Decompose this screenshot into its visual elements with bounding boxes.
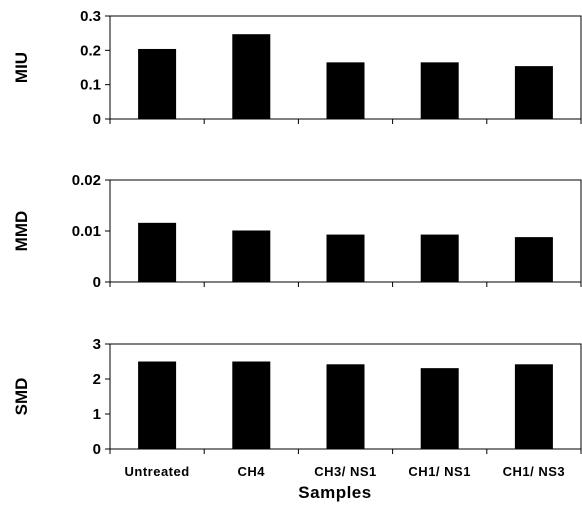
y-tick-label: 0 — [93, 274, 101, 291]
y-tick-label: 0.3 — [80, 8, 101, 25]
bar-miu-2 — [232, 34, 271, 119]
bar-mmd-4 — [420, 234, 459, 282]
y-tick-label: 0 — [93, 441, 101, 458]
y-axis-label: MMD — [12, 211, 31, 252]
bar-mmd-3 — [326, 234, 365, 282]
bar-mmd-1 — [138, 222, 177, 282]
bar-miu-5 — [514, 66, 553, 119]
chart-panel-mmd: 0 0.01 0.02 MMD — [12, 172, 582, 291]
y-tick-label: 3 — [93, 336, 101, 353]
x-tick-label: CH3/ NS1 — [314, 464, 377, 479]
chart-panel-miu: 0 0.1 0.2 0.3 MIU — [12, 8, 582, 128]
category-labels: Untreated CH4 CH3/ NS1 CH1/ NS1 CH1/ NS3 — [125, 464, 566, 479]
bar-smd-5 — [514, 364, 553, 449]
y-tick-label: 0.01 — [72, 223, 101, 240]
bar-smd-1 — [138, 361, 177, 449]
y-tick-label: 2 — [93, 371, 101, 388]
chart-panel-smd: 0 1 2 3 SMD — [12, 336, 582, 458]
y-tick-label: 0.1 — [80, 77, 101, 94]
y-tick-label: 0 — [93, 111, 101, 128]
y-axis-label: MIU — [12, 52, 31, 83]
bar-smd-3 — [326, 364, 365, 449]
x-axis-label: Samples — [298, 483, 371, 502]
bar-smd-2 — [232, 361, 271, 449]
x-tick-label: CH4 — [238, 464, 266, 479]
y-tick-label: 0.02 — [72, 172, 101, 189]
bar-miu-3 — [326, 62, 365, 119]
x-tick-label: Untreated — [125, 464, 190, 479]
x-tick-label: CH1/ NS3 — [503, 464, 566, 479]
bar-mmd-5 — [514, 237, 553, 282]
y-tick-label: 1 — [93, 406, 101, 423]
bar-mmd-2 — [232, 230, 271, 282]
y-tick-label: 0.2 — [80, 42, 101, 59]
y-axis-label: SMD — [12, 378, 31, 416]
x-tick-label: CH1/ NS1 — [408, 464, 471, 479]
bar-smd-4 — [420, 368, 459, 449]
bar-miu-4 — [420, 62, 459, 119]
bar-miu-1 — [138, 48, 177, 119]
